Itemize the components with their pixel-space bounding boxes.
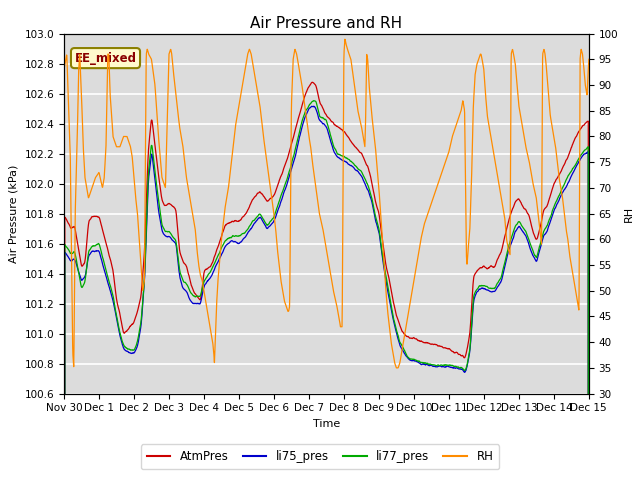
RH <box>570 278 578 284</box>
AtmPres <box>87 216 95 222</box>
AtmPres <box>301 92 309 97</box>
RH <box>60 67 68 72</box>
li75_pres <box>570 168 578 174</box>
AtmPres <box>474 267 481 273</box>
li77_pres <box>87 245 95 251</box>
Legend: AtmPres, li75_pres, li77_pres, RH: AtmPres, li75_pres, li77_pres, RH <box>141 444 499 469</box>
li75_pres <box>570 169 577 175</box>
li77_pres <box>570 165 577 170</box>
AtmPres <box>570 139 577 145</box>
Text: EE_mixed: EE_mixed <box>74 51 136 65</box>
Line: li77_pres: li77_pres <box>64 101 589 480</box>
li75_pres <box>310 103 317 109</box>
li77_pres <box>301 109 309 115</box>
RH <box>393 365 401 371</box>
li75_pres <box>87 250 95 256</box>
Y-axis label: Air Pressure (kPa): Air Pressure (kPa) <box>9 165 19 263</box>
li77_pres <box>316 113 323 119</box>
li75_pres <box>301 114 309 120</box>
AtmPres <box>308 79 316 85</box>
AtmPres <box>570 139 578 144</box>
X-axis label: Time: Time <box>313 419 340 429</box>
RH <box>341 36 349 42</box>
Title: Air Pressure and RH: Air Pressure and RH <box>250 16 403 31</box>
Line: li75_pres: li75_pres <box>64 106 589 480</box>
Y-axis label: RH: RH <box>624 205 634 222</box>
li75_pres <box>474 288 481 294</box>
li77_pres <box>310 98 318 104</box>
Line: RH: RH <box>64 39 589 368</box>
li77_pres <box>474 286 481 291</box>
li75_pres <box>316 117 323 123</box>
RH <box>570 277 578 283</box>
RH <box>87 189 95 194</box>
li77_pres <box>570 164 578 170</box>
RH <box>585 57 593 62</box>
Line: AtmPres: AtmPres <box>64 82 589 480</box>
RH <box>301 107 309 113</box>
RH <box>474 59 481 65</box>
RH <box>316 209 323 215</box>
AtmPres <box>316 98 323 104</box>
